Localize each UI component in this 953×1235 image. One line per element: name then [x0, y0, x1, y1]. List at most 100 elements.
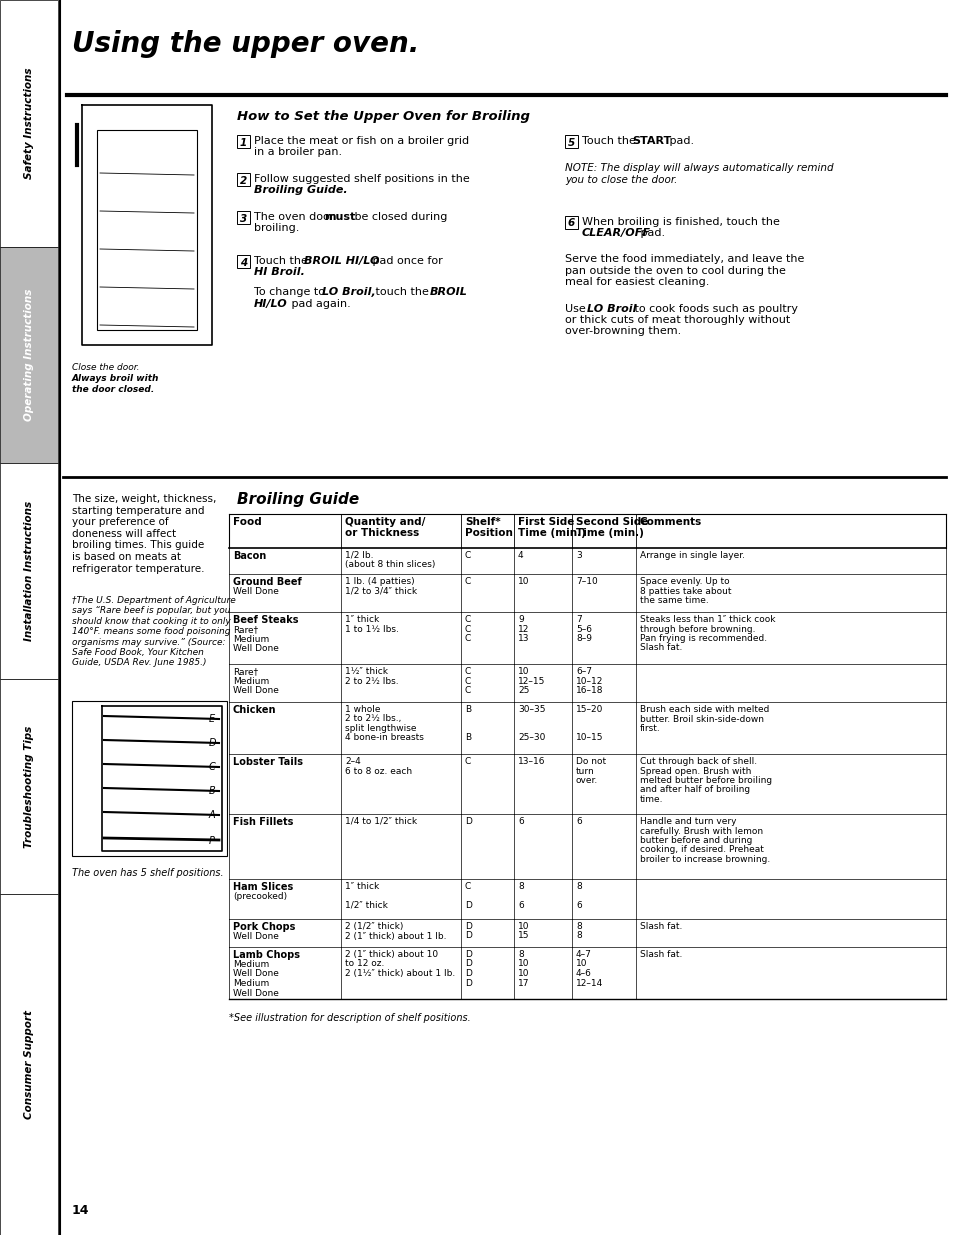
Text: Steaks less than 1″ thick cook: Steaks less than 1″ thick cook: [639, 615, 775, 624]
Text: 25: 25: [517, 685, 529, 695]
Text: 3: 3: [239, 214, 247, 224]
Text: 8: 8: [576, 931, 581, 941]
Text: Bacon: Bacon: [233, 551, 266, 561]
Text: Safety Instructions: Safety Instructions: [24, 68, 34, 179]
Text: pad.: pad.: [637, 228, 664, 238]
Text: to cook foods such as poultry: to cook foods such as poultry: [630, 304, 797, 314]
Text: HI/LO: HI/LO: [253, 299, 288, 309]
Text: 2 (1″ thick) about 1 lb.: 2 (1″ thick) about 1 lb.: [345, 931, 446, 941]
Text: Comments: Comments: [639, 517, 701, 527]
Text: C: C: [464, 551, 471, 559]
Text: C: C: [464, 677, 471, 685]
Text: Place the meat or fish on a broiler grid: Place the meat or fish on a broiler grid: [253, 136, 469, 146]
Text: Touch the: Touch the: [253, 256, 311, 266]
Text: 4: 4: [517, 551, 523, 559]
Text: B: B: [464, 705, 471, 714]
Text: over-browning them.: over-browning them.: [564, 326, 680, 336]
Text: 10: 10: [576, 960, 587, 968]
Text: pad again.: pad again.: [288, 299, 351, 309]
Text: melted butter before broiling: melted butter before broiling: [639, 776, 771, 785]
Text: D: D: [464, 931, 472, 941]
Text: Slash fat.: Slash fat.: [639, 923, 681, 931]
Text: Always broil with: Always broil with: [71, 374, 159, 383]
Text: Time (min.): Time (min.): [576, 529, 643, 538]
Text: 6–7: 6–7: [576, 667, 592, 676]
Text: 1/2″ thick: 1/2″ thick: [345, 902, 388, 910]
Text: 25–30: 25–30: [517, 734, 545, 742]
Text: the same time.: the same time.: [639, 597, 708, 605]
Text: Brush each side with melted: Brush each side with melted: [639, 705, 768, 714]
Text: over.: over.: [576, 776, 598, 785]
Text: 4–6: 4–6: [576, 969, 591, 978]
Text: BROIL: BROIL: [430, 287, 467, 296]
Bar: [0, 894, 58, 1235]
Text: Shelf*: Shelf*: [464, 517, 500, 527]
Text: and after half of broiling: and after half of broiling: [639, 785, 749, 794]
Text: Space evenly. Up to: Space evenly. Up to: [639, 577, 729, 585]
Text: 7: 7: [576, 615, 581, 624]
Text: Slash fat.: Slash fat.: [639, 950, 681, 960]
Text: 8: 8: [517, 882, 523, 890]
Text: 6: 6: [576, 818, 581, 826]
Text: C: C: [209, 762, 215, 772]
Text: Ground Beef: Ground Beef: [233, 577, 301, 587]
Text: 12: 12: [517, 625, 529, 634]
Text: D: D: [464, 978, 472, 988]
Text: E: E: [209, 714, 214, 724]
Text: 2–4: 2–4: [345, 757, 360, 766]
Text: Medium: Medium: [233, 960, 269, 969]
Bar: [71, 701, 227, 856]
Text: 1/2 to 3/4″ thick: 1/2 to 3/4″ thick: [345, 587, 416, 595]
Text: Quantity and/: Quantity and/: [345, 517, 425, 527]
Text: the door closed.: the door closed.: [71, 385, 154, 394]
Text: 4–7: 4–7: [576, 950, 591, 960]
Text: butter before and during: butter before and during: [639, 836, 752, 845]
Text: Broiling Guide: Broiling Guide: [236, 492, 359, 508]
Text: Well Done: Well Done: [233, 587, 278, 597]
Text: Do not: Do not: [576, 757, 605, 766]
Text: Pan frying is recommended.: Pan frying is recommended.: [639, 634, 766, 643]
Text: 5: 5: [567, 137, 575, 147]
Text: Troubleshooting Tips: Troubleshooting Tips: [24, 725, 34, 847]
Bar: [0, 679, 58, 894]
Text: A: A: [209, 810, 215, 820]
Text: C: C: [464, 882, 471, 890]
Text: Time (min.): Time (min.): [517, 529, 585, 538]
Text: 6: 6: [517, 902, 523, 910]
Text: 8 patties take about: 8 patties take about: [639, 587, 731, 595]
Text: split lengthwise: split lengthwise: [345, 724, 416, 734]
Text: Handle and turn very: Handle and turn very: [639, 818, 736, 826]
Text: Well Done: Well Done: [233, 643, 278, 653]
Text: The oven door: The oven door: [253, 212, 337, 222]
Text: Well Done: Well Done: [233, 969, 278, 978]
Text: 2 (1″ thick) about 10: 2 (1″ thick) about 10: [345, 950, 437, 960]
Text: 1/4 to 1/2″ thick: 1/4 to 1/2″ thick: [345, 818, 416, 826]
Text: START: START: [631, 136, 671, 146]
Text: 10–15: 10–15: [576, 734, 603, 742]
Text: D: D: [464, 902, 472, 910]
Bar: [236, 173, 250, 186]
Text: (precooked): (precooked): [233, 892, 287, 902]
Text: broiler to increase browning.: broiler to increase browning.: [639, 855, 769, 864]
Text: Food: Food: [233, 517, 261, 527]
Bar: [0, 247, 58, 463]
Text: 8: 8: [517, 950, 523, 960]
Text: Ham Slices: Ham Slices: [233, 882, 293, 892]
Text: 16–18: 16–18: [576, 685, 603, 695]
Text: 6: 6: [567, 219, 575, 228]
Text: Close the door.: Close the door.: [71, 363, 139, 372]
Bar: [236, 135, 250, 148]
Text: D: D: [464, 969, 472, 978]
Text: 2 to 2½ lbs.: 2 to 2½ lbs.: [345, 677, 398, 685]
Text: turn: turn: [576, 767, 594, 776]
Text: Using the upper oven.: Using the upper oven.: [71, 30, 418, 58]
Text: 2 (1/2″ thick): 2 (1/2″ thick): [345, 923, 403, 931]
Text: Spread open. Brush with: Spread open. Brush with: [639, 767, 751, 776]
Text: P: P: [209, 836, 214, 846]
Text: Lobster Tails: Lobster Tails: [233, 757, 303, 767]
Bar: [0, 0, 58, 247]
Text: The oven has 5 shelf positions.: The oven has 5 shelf positions.: [71, 868, 223, 878]
Text: 4 bone-in breasts: 4 bone-in breasts: [345, 734, 423, 742]
Text: 1½″ thick: 1½″ thick: [345, 667, 388, 676]
Text: 8: 8: [576, 923, 581, 931]
